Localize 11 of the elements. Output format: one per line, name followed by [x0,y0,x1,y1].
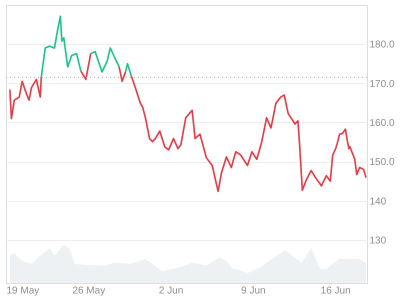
x-tick-label: 19 May [6,286,40,296]
y-tick-label: 150.0 [370,157,395,168]
y-tick-label: 170.0 [370,78,395,90]
x-tick-label: 26 May [72,286,106,296]
y-tick-label: 140 [370,196,387,208]
x-tick-label: 2 Jun [158,286,184,296]
x-tick-label: 9 Jun [241,286,266,296]
y-tick-label: 160.0 [370,118,395,129]
x-tick-label: 16 Jun [320,286,351,296]
y-tick-label: 130 [370,235,387,246]
y-tick-label: 180.0 [370,40,395,51]
